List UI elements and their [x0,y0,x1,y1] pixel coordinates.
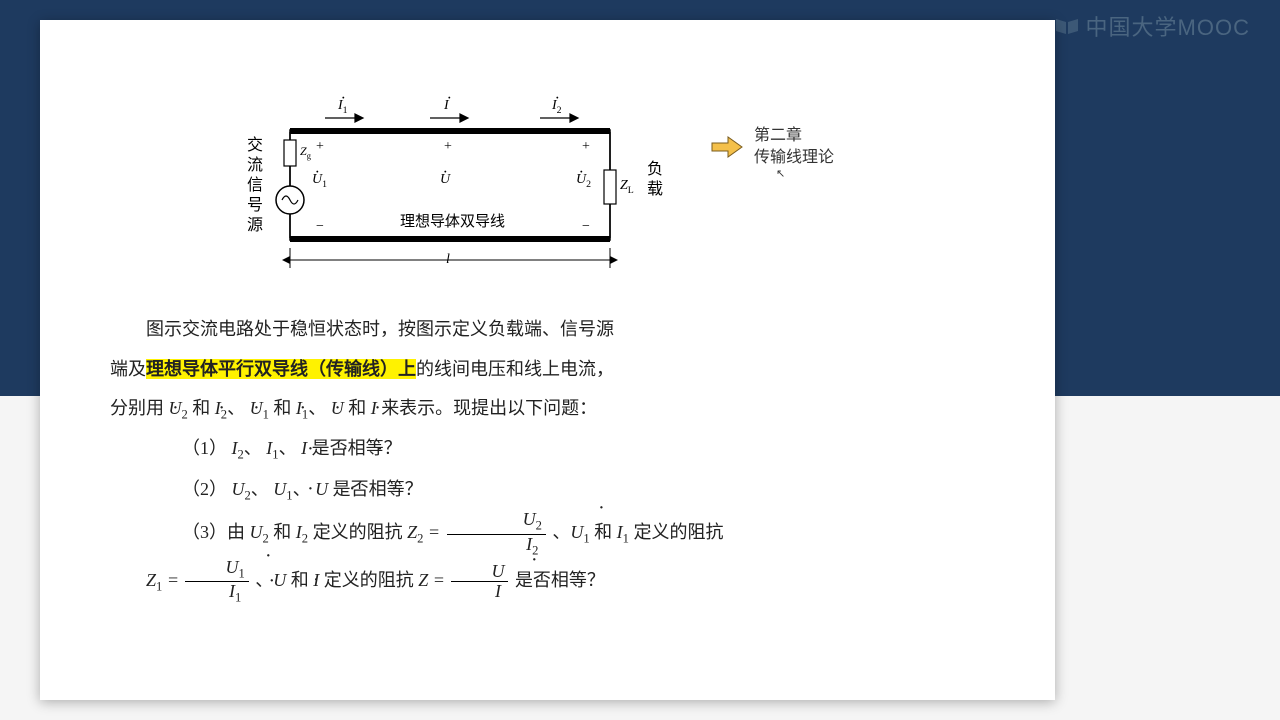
source-label: 交流信号源 [240,136,264,236]
book-icon [1054,16,1080,36]
p1c-tail: 来表示。现提出以下问题： [381,398,597,418]
annotation-line2: 传输线理论 [754,147,834,169]
q2-pre: （2） [182,479,227,499]
svg-text:+: + [316,139,324,154]
annotation-line1: 第二章 [754,125,834,147]
length-label: l [446,252,450,268]
u2-label: U2 [576,172,591,190]
annotation: 第二章 传输线理论 ↖ [710,125,834,170]
circuit-diagram: + − + − + − I1 I I2 Zg U1 U U2 ZL 理想导体 [230,100,670,280]
diagram-row: + − + − + − I1 I I2 Zg U1 U U2 ZL 理想导体 [110,100,985,280]
svg-text:−: − [316,219,324,234]
svg-text:+: + [582,139,590,154]
zg-label: Zg [300,144,311,160]
watermark: 中国大学MOOC [1054,10,1250,42]
arrow-icon [710,135,744,159]
u1-label: U1 [312,172,327,190]
load-label: 负载 [640,160,664,200]
p1b-pre: 端及 [110,359,146,379]
zl-label: ZL [620,178,634,196]
body-text: 图示交流电路处于稳恒状态时，按图示定义负载端、信号源 端及理想导体平行双导线（传… [110,310,985,606]
p1b-post: 的线间电压和线上电流， [416,359,614,379]
p1c: 分别用 [110,398,164,418]
u-label: U [440,172,450,188]
svg-text:+: + [444,139,452,154]
i-label: I [444,98,449,114]
svg-text:−: − [582,219,590,234]
i2-label: I2 [552,98,562,116]
center-caption: 理想导体双导线 [400,210,505,231]
watermark-text: 中国大学MOOC [1086,10,1250,42]
q3-pre: （3）由 [182,522,245,542]
slide: + − + − + − I1 I I2 Zg U1 U U2 ZL 理想导体 [40,20,1055,700]
i1-label: I1 [338,98,348,116]
q1-pre: （1） [182,438,227,458]
highlight-span: 理想导体平行双导线（传输线）上 [146,359,416,379]
p1a: 图示交流电路处于稳恒状态时，按图示定义负载端、信号源 [146,319,614,339]
cursor-icon: ↖ [776,167,785,182]
